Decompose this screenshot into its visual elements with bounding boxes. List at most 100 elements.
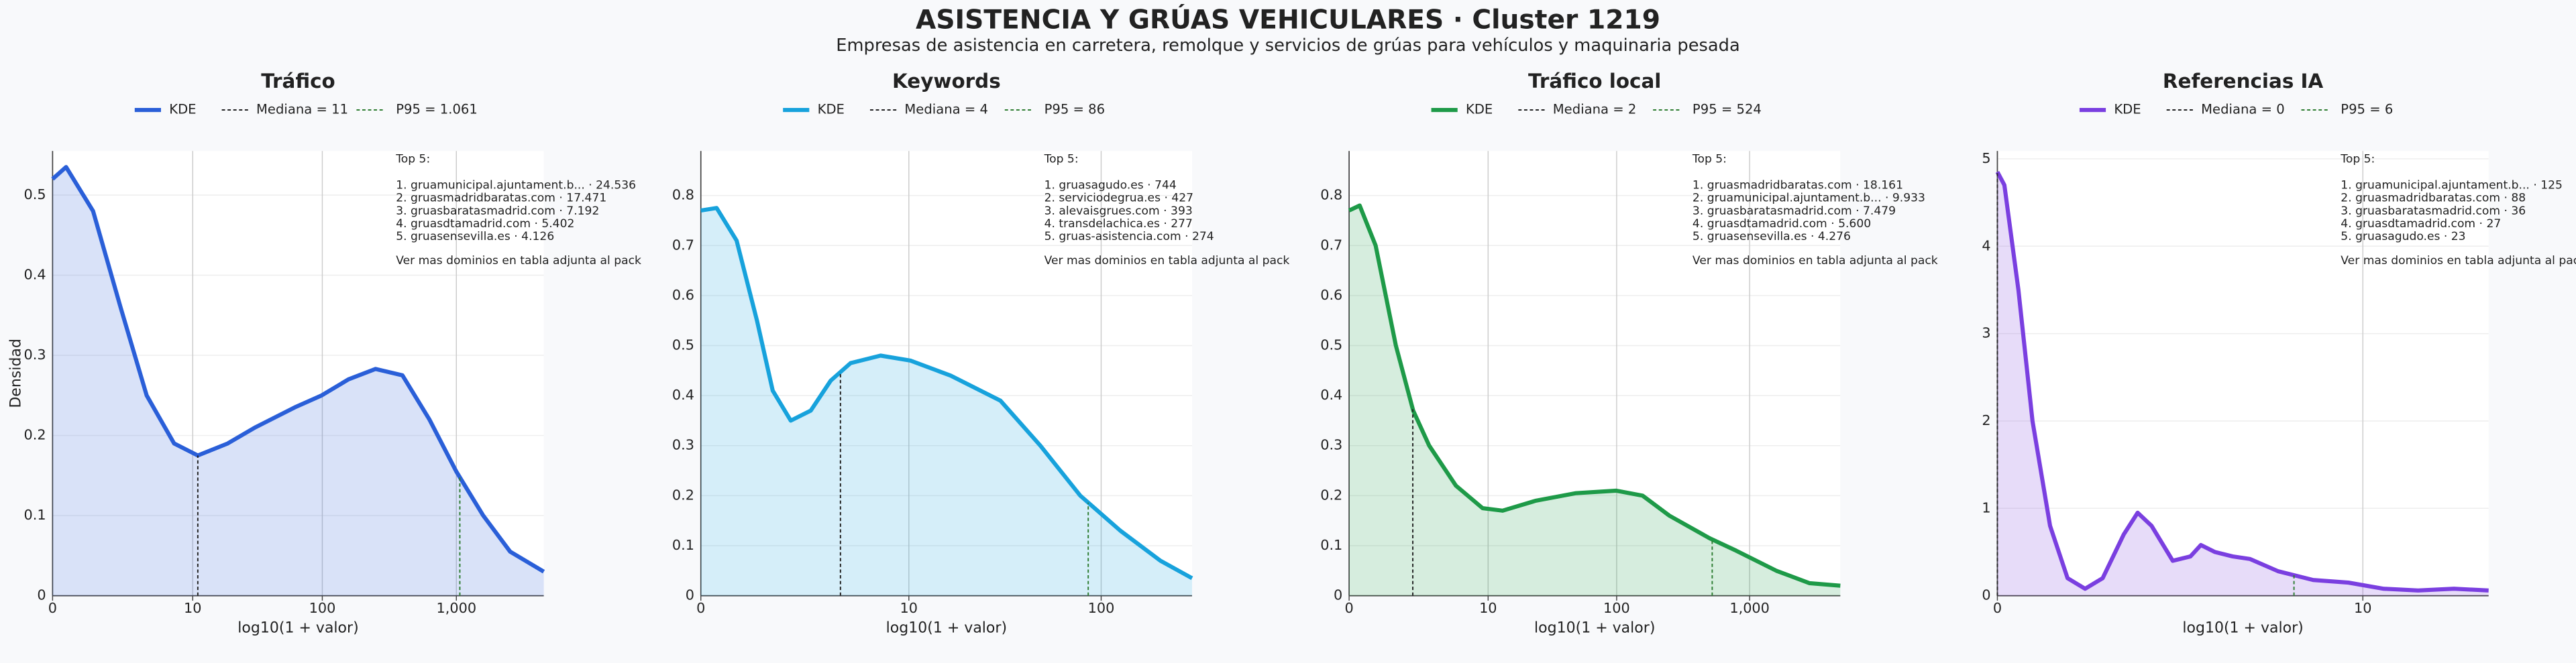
x-axis-label: log10(1 + valor) bbox=[1534, 620, 1655, 637]
kde-area bbox=[700, 208, 1192, 596]
annotation-item: 3. gruasbaratasmadrid.com · 7.192 bbox=[396, 204, 599, 218]
y-tick-label: 0.1 bbox=[23, 507, 46, 523]
y-tick-label: 0.5 bbox=[23, 186, 46, 202]
kde-line bbox=[1348, 203, 1841, 588]
y-tick-label: 0.3 bbox=[23, 347, 46, 363]
plot-area bbox=[52, 151, 544, 596]
legend-label: KDE bbox=[169, 102, 196, 117]
annotation-title: Top 5: bbox=[395, 152, 430, 166]
kde-area bbox=[1349, 205, 1841, 596]
x-tick-label: 0 bbox=[1344, 600, 1353, 616]
y-tick-label: 0.7 bbox=[1320, 237, 1342, 253]
x-tick-label: 10 bbox=[2354, 600, 2371, 616]
y-tick-label: 0.8 bbox=[1320, 187, 1342, 203]
annotation-item: 5. gruas-asistencia.com · 274 bbox=[1044, 230, 1214, 243]
y-tick-label: 0.3 bbox=[672, 437, 694, 453]
y-tick-label: 0 bbox=[1982, 587, 1990, 603]
annotation-item: 5. gruasensevilla.es · 4.276 bbox=[1693, 230, 1851, 243]
annotation-item: 1. gruamunicipal.ajuntament.b... · 24.53… bbox=[396, 179, 636, 192]
subplot-title: Keywords bbox=[892, 70, 1001, 93]
annotation-item: 1. gruamunicipal.ajuntament.b... · 125 bbox=[2341, 179, 2563, 192]
kde-area bbox=[1997, 172, 2489, 596]
y-tick-label: 0.6 bbox=[672, 287, 694, 303]
annotation-item: 4. gruasdtamadrid.com · 5.402 bbox=[396, 217, 574, 231]
annotation-footer: Ver mas dominios en tabla adjunta al pac… bbox=[396, 254, 641, 267]
y-tick-label: 0 bbox=[37, 587, 46, 603]
annotation-item: 1. gruasagudo.es · 744 bbox=[1044, 179, 1177, 192]
annotation-item: 2. serviciodegrua.es · 427 bbox=[1044, 192, 1193, 205]
kde-area bbox=[52, 167, 544, 596]
y-tick-label: 0.4 bbox=[1320, 387, 1342, 403]
annotation-title: Top 5: bbox=[1044, 152, 1079, 166]
x-axis-label: log10(1 + valor) bbox=[2182, 620, 2303, 637]
kde-line bbox=[1995, 171, 2489, 593]
y-tick-label: 0 bbox=[1334, 587, 1342, 603]
subplot-title: Tráfico local bbox=[1528, 70, 1661, 93]
x-tick-label: 0 bbox=[48, 600, 57, 616]
figure-title: ASISTENCIA Y GRÚAS VEHICULARES · Cluster… bbox=[916, 3, 1660, 35]
x-tick-label: 0 bbox=[696, 600, 705, 616]
x-tick-label: 100 bbox=[1603, 600, 1630, 616]
y-tick-label: 3 bbox=[1982, 325, 1990, 341]
plot-area bbox=[1349, 151, 1841, 596]
annotation-item: 3. gruasbaratasmadrid.com · 36 bbox=[2341, 204, 2526, 218]
annotation-item: 4. gruasdtamadrid.com · 27 bbox=[2341, 217, 2501, 231]
y-tick-label: 0 bbox=[686, 587, 694, 603]
annotation-item: 2. gruasmadridbaratas.com · 17.471 bbox=[396, 192, 606, 205]
kde-line bbox=[51, 165, 545, 574]
y-tick-label: 0.7 bbox=[672, 237, 694, 253]
legend-label: Mediana = 11 bbox=[256, 102, 348, 117]
x-axis-label: log10(1 + valor) bbox=[886, 620, 1007, 637]
x-tick-label: 100 bbox=[1088, 600, 1115, 616]
y-tick-label: 0.4 bbox=[672, 387, 694, 403]
annotation-item: 4. gruasdtamadrid.com · 5.600 bbox=[1693, 217, 1871, 231]
legend-label: Mediana = 2 bbox=[1553, 102, 1637, 117]
y-tick-label: 4 bbox=[1982, 237, 1990, 253]
annotation-item: 2. gruasmadridbaratas.com · 88 bbox=[2341, 192, 2526, 205]
x-tick-label: 100 bbox=[309, 600, 336, 616]
kde-line bbox=[700, 206, 1193, 581]
y-tick-label: 0.1 bbox=[1320, 537, 1342, 553]
annotation-footer: Ver mas dominios en tabla adjunta al pac… bbox=[1693, 254, 1938, 267]
annotation-footer: Ver mas dominios en tabla adjunta al pac… bbox=[2341, 254, 2576, 267]
x-tick-label: 10 bbox=[184, 600, 201, 616]
y-tick-label: 0.3 bbox=[1320, 437, 1342, 453]
annotation-item: 5. gruasensevilla.es · 4.126 bbox=[396, 230, 554, 243]
x-tick-label: 1,000 bbox=[1729, 600, 1770, 616]
annotation-item: 2. gruamunicipal.ajuntament.b... · 9.933 bbox=[1693, 192, 1925, 205]
legend-label: P95 = 86 bbox=[1044, 102, 1106, 117]
y-tick-label: 0.1 bbox=[672, 537, 694, 553]
legend-label: Mediana = 4 bbox=[904, 102, 988, 117]
legend-label: P95 = 6 bbox=[2341, 102, 2393, 117]
annotation-footer: Ver mas dominios en tabla adjunta al pac… bbox=[1044, 254, 1290, 267]
y-tick-label: 0.5 bbox=[672, 337, 694, 353]
annotation-item: 4. transdelachica.es · 277 bbox=[1044, 217, 1193, 231]
figure-subtitle: Empresas de asistencia en carretera, rem… bbox=[836, 36, 1739, 56]
y-tick-label: 0.2 bbox=[672, 487, 694, 503]
y-tick-label: 1 bbox=[1982, 499, 1990, 516]
y-tick-label: 0.8 bbox=[672, 187, 694, 203]
x-tick-label: 10 bbox=[900, 600, 918, 616]
legend-label: KDE bbox=[1466, 102, 1493, 117]
annotation-title: Top 5: bbox=[2340, 152, 2375, 166]
y-tick-label: 2 bbox=[1982, 412, 1990, 428]
y-tick-label: 0.2 bbox=[23, 427, 46, 443]
y-axis-label: Densidad bbox=[7, 339, 24, 408]
plot-area bbox=[1997, 151, 2489, 596]
annotation-item: 3. alevaisgrues.com · 393 bbox=[1044, 204, 1193, 218]
annotation-title: Top 5: bbox=[1692, 152, 1727, 166]
y-tick-label: 0.6 bbox=[1320, 287, 1342, 303]
x-tick-label: 0 bbox=[1993, 600, 2002, 616]
annotation-item: 1. gruasmadridbaratas.com · 18.161 bbox=[1693, 179, 1903, 192]
subplot-title: Tráfico bbox=[261, 70, 335, 93]
annotation-item: 5. gruasagudo.es · 23 bbox=[2341, 230, 2465, 243]
subplot-title: Referencias IA bbox=[2163, 70, 2324, 93]
y-tick-label: 0.5 bbox=[1320, 337, 1342, 353]
x-tick-label: 1,000 bbox=[437, 600, 477, 616]
x-tick-label: 10 bbox=[1479, 600, 1497, 616]
y-tick-label: 5 bbox=[1982, 150, 1990, 166]
legend-label: KDE bbox=[2114, 102, 2141, 117]
y-tick-label: 0.4 bbox=[23, 266, 46, 282]
